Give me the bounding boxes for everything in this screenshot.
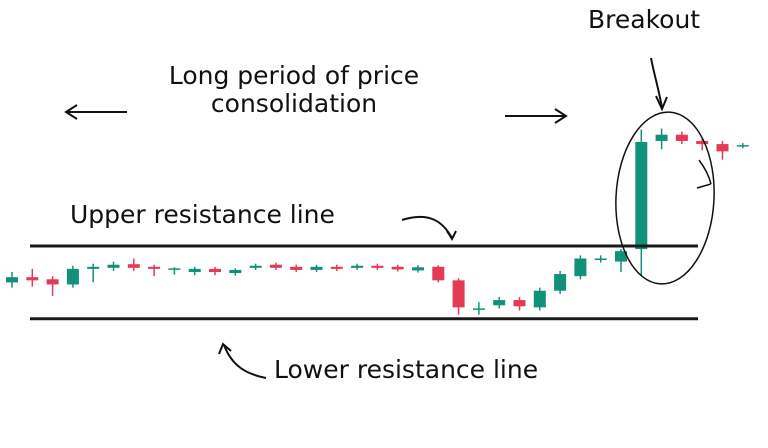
candle-body (513, 300, 526, 307)
candle-body (472, 308, 485, 310)
breakout-arrow-icon (650, 57, 663, 109)
breakout-tail-arrow-icon (696, 159, 712, 189)
candle-body (209, 268, 221, 272)
upper-line-arrow-icon (401, 215, 457, 242)
candle-body (87, 266, 100, 269)
right-arrow-icon (505, 108, 568, 124)
candles (6, 128, 749, 315)
candle-body (635, 142, 648, 250)
candle-body (26, 277, 39, 281)
consolidation-label: Long period of price consolidation (138, 62, 450, 118)
candle-body (736, 145, 749, 147)
candle-body (107, 264, 120, 268)
candle-body (290, 266, 303, 270)
candle-body (269, 264, 282, 268)
candle-body (330, 266, 343, 269)
breakout-circle (615, 111, 715, 285)
candle-body (249, 265, 262, 268)
candle-body (493, 300, 506, 306)
candle-body (310, 266, 323, 270)
candle-body (554, 274, 567, 291)
upper-line-label: Upper resistance line (70, 200, 335, 229)
lower-line-arrow-icon (218, 342, 267, 379)
candle-body (675, 134, 688, 141)
candle-body (716, 144, 729, 152)
candle-body (188, 268, 201, 272)
consolidation-label-line-2: consolidation (210, 89, 378, 118)
candle-body (127, 264, 140, 268)
candle-body (229, 269, 242, 274)
candle-body (574, 258, 587, 277)
left-arrow-icon (64, 104, 127, 120)
candle-body (594, 258, 607, 260)
candle-body (391, 266, 404, 270)
candle-body (533, 290, 546, 308)
breakout-label: Breakout (588, 5, 701, 34)
candle-body (46, 279, 59, 285)
candle-body (655, 134, 668, 141)
consolidation-label-line-1: Long period of price (168, 61, 420, 90)
breakout-arrow-head (655, 95, 668, 112)
candle-body (351, 265, 364, 268)
candle-body (6, 277, 18, 283)
candle-body (412, 267, 424, 271)
candle-body (696, 140, 709, 145)
candle-body (168, 268, 181, 270)
candle-body (371, 265, 384, 268)
candle-body (452, 280, 465, 308)
candle-body (432, 266, 445, 281)
candle-body (615, 251, 627, 262)
candle-body (148, 266, 161, 269)
candle-body (66, 268, 79, 285)
lower-line-label: Lower resistance line (274, 355, 539, 384)
